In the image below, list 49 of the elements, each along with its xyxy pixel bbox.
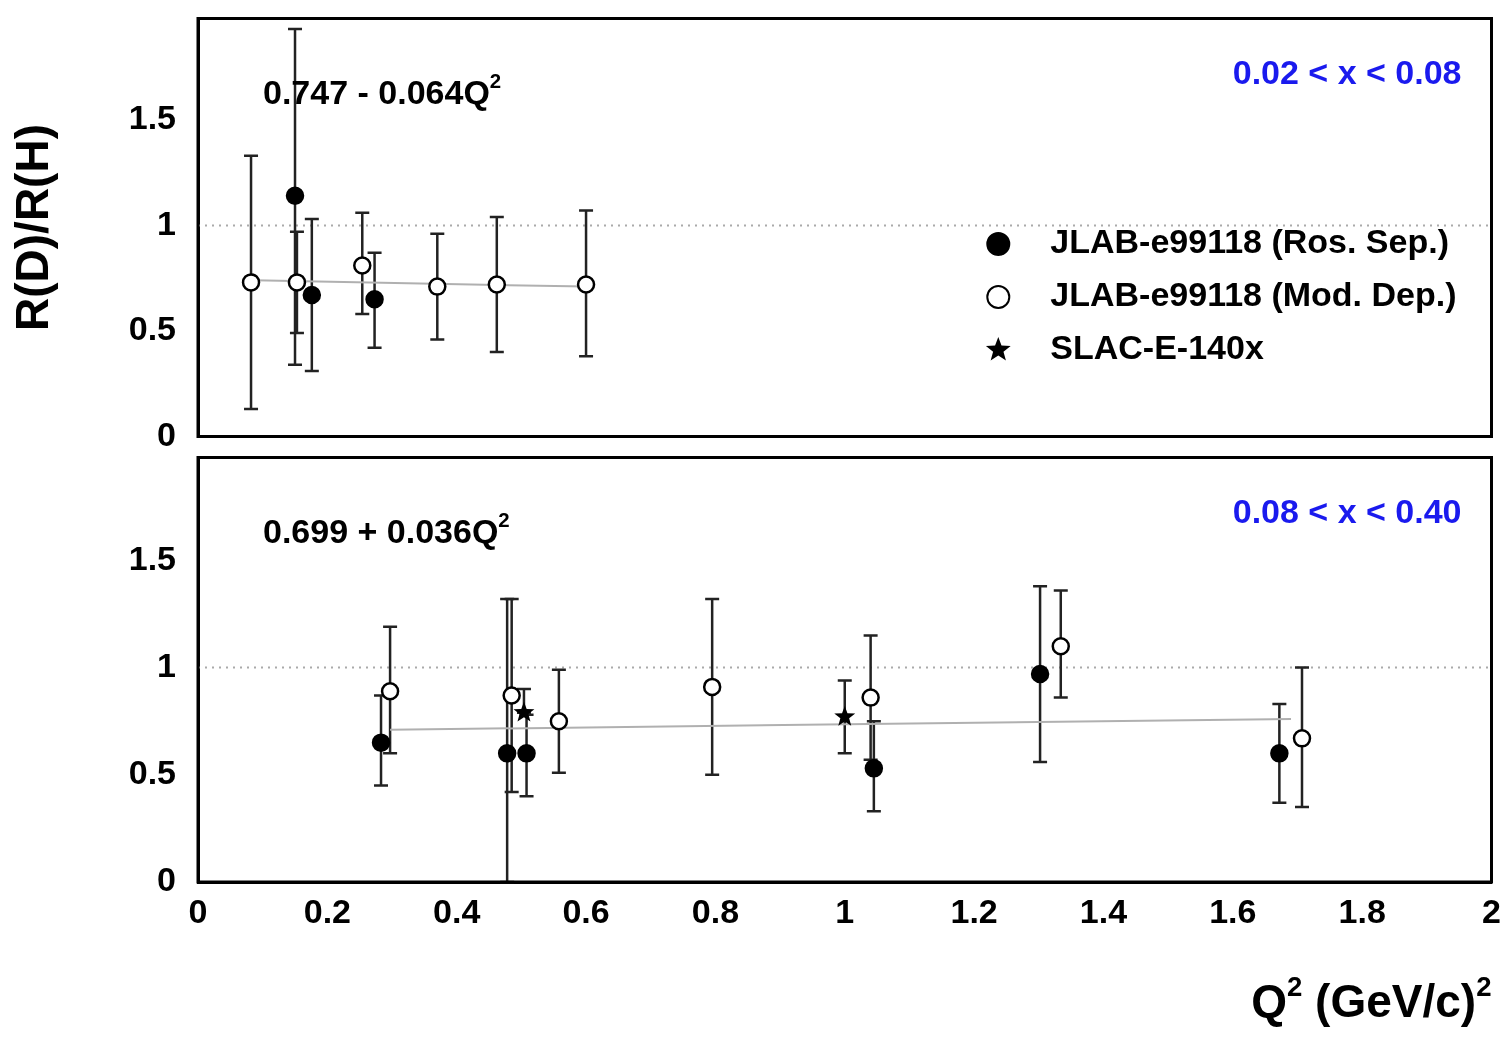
point bbox=[428, 277, 447, 296]
y-tick-label: 0 bbox=[157, 414, 176, 453]
x-tick-label: 1.2 bbox=[950, 891, 998, 930]
point bbox=[864, 759, 884, 778]
x-tick-label: 1.8 bbox=[1338, 891, 1386, 930]
point bbox=[497, 744, 517, 763]
x-tick-label: 0 bbox=[188, 891, 208, 930]
x-tick-label: 1.4 bbox=[1079, 891, 1128, 930]
y-tick-label: 1.5 bbox=[128, 98, 176, 137]
point bbox=[241, 273, 261, 292]
legend-label: JLAB-e99118 (Ros. Sep.) bbox=[1050, 222, 1449, 261]
point bbox=[1030, 664, 1050, 684]
legend-label: SLAC-E-140x bbox=[1050, 328, 1264, 367]
y-tick-label: 1.5 bbox=[128, 538, 176, 577]
annotation: 0.02 < x < 0.08 bbox=[1232, 52, 1462, 91]
point bbox=[834, 705, 856, 726]
point bbox=[380, 681, 400, 701]
x-tick-label: 1 bbox=[835, 891, 855, 930]
x-tick-label: 0.2 bbox=[303, 891, 351, 930]
y-tick-label: 0 bbox=[157, 860, 176, 899]
y-tick-label: 1 bbox=[157, 645, 176, 684]
point bbox=[861, 688, 880, 707]
point bbox=[487, 275, 507, 294]
point bbox=[302, 285, 322, 305]
point bbox=[287, 273, 307, 292]
point bbox=[549, 711, 569, 731]
point bbox=[285, 186, 305, 206]
point bbox=[517, 744, 536, 763]
point bbox=[502, 686, 521, 705]
point bbox=[365, 290, 384, 309]
point bbox=[702, 677, 722, 697]
x-tick-label: 0.8 bbox=[691, 891, 740, 930]
x-tick-label: 1.6 bbox=[1209, 891, 1257, 930]
point bbox=[513, 701, 535, 722]
annotation: 0.08 < x < 0.40 bbox=[1232, 491, 1462, 530]
y-tick-label: 0.5 bbox=[128, 309, 176, 348]
x-tick-label: 0.6 bbox=[562, 891, 610, 930]
point bbox=[1051, 636, 1071, 656]
point bbox=[576, 275, 596, 294]
point bbox=[1270, 744, 1289, 763]
y-axis-title: R(D)/R(H) bbox=[6, 124, 59, 331]
x-tick-label: 2 bbox=[1482, 891, 1501, 930]
point bbox=[371, 733, 391, 752]
y-tick-label: 1 bbox=[157, 203, 176, 242]
point bbox=[353, 256, 372, 275]
x-tick-label: 0.4 bbox=[433, 891, 481, 930]
y-tick-label: 0.5 bbox=[128, 753, 176, 792]
legend-label: JLAB-e99118 (Mod. Dep.) bbox=[1050, 275, 1457, 314]
point bbox=[1292, 729, 1312, 748]
